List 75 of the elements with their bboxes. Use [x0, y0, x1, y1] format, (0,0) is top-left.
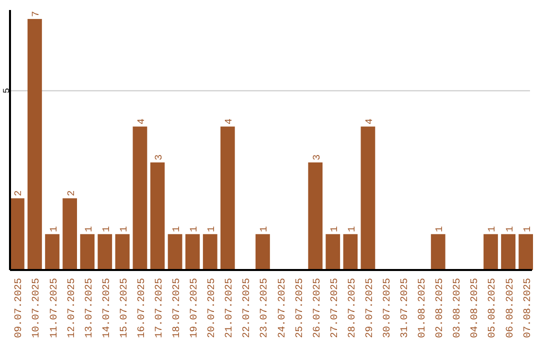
bar	[150, 162, 165, 270]
data-label: 7	[32, 10, 43, 17]
x-tick-label: 19.07.2025	[190, 278, 201, 338]
x-tick-label: 25.07.2025	[294, 278, 306, 338]
x-tick-label: 10.07.2025	[32, 278, 43, 338]
x-tick-label: 26.07.2025	[312, 278, 324, 338]
data-label: 1	[190, 226, 201, 232]
data-label: 1	[505, 226, 516, 232]
data-label: 1	[207, 226, 218, 232]
data-label: 1	[522, 226, 534, 232]
data-label: 1	[102, 226, 113, 232]
x-tick-label: 17.07.2025	[154, 278, 166, 338]
x-tick-label: 13.07.2025	[84, 278, 96, 338]
bar	[132, 126, 148, 270]
data-label: 1	[84, 226, 96, 232]
data-label: 1	[488, 226, 499, 232]
data-label: 4	[224, 118, 236, 125]
data-label: 1	[49, 226, 60, 232]
bar	[168, 234, 182, 270]
bar	[185, 234, 200, 270]
bar	[62, 198, 77, 270]
bar	[326, 234, 340, 270]
bar	[518, 234, 533, 270]
data-label: 1	[172, 226, 184, 232]
data-label: 3	[312, 154, 324, 160]
x-tick-label: 18.07.2025	[172, 278, 184, 338]
bar	[256, 234, 270, 270]
data-label: 2	[14, 190, 26, 196]
bar	[80, 234, 95, 270]
x-tick-label: 21.07.2025	[224, 278, 236, 338]
bar	[484, 234, 498, 270]
bar	[45, 234, 60, 270]
x-tick-label: 12.07.2025	[66, 278, 78, 338]
x-tick-label: 06.08.2025	[505, 278, 516, 338]
x-tick-label: 16.07.2025	[136, 278, 148, 338]
x-tick-label: 05.08.2025	[488, 278, 499, 338]
data-label: 1	[119, 226, 130, 232]
x-tick-label: 03.08.2025	[452, 278, 464, 338]
data-label: 3	[154, 154, 166, 160]
bar	[343, 234, 358, 270]
x-tick-label: 20.07.2025	[207, 278, 218, 338]
x-tick-label: 11.07.2025	[49, 278, 60, 338]
x-tick-label: 04.08.2025	[470, 278, 482, 338]
x-tick-label: 23.07.2025	[260, 278, 271, 338]
bar	[10, 198, 24, 270]
x-tick-label: 27.07.2025	[330, 278, 341, 338]
data-label: 1	[260, 226, 271, 232]
x-tick-label: 07.08.2025	[522, 278, 534, 338]
data-label: 4	[364, 118, 376, 125]
x-tick-label: 29.07.2025	[364, 278, 376, 338]
y-tick-label: 5	[2, 88, 12, 94]
bar	[360, 126, 376, 270]
x-tick-label: 31.07.2025	[400, 278, 412, 338]
bar	[308, 162, 323, 270]
data-label: 2	[66, 190, 78, 196]
bar	[115, 234, 130, 270]
bar	[501, 234, 516, 270]
data-label: 1	[435, 226, 446, 232]
x-tick-label: 14.07.2025	[102, 278, 113, 338]
data-label: 1	[330, 226, 341, 232]
x-tick-label: 09.07.2025	[14, 278, 26, 338]
x-tick-label: 24.07.2025	[277, 278, 288, 338]
data-label: 1	[347, 226, 358, 232]
bar	[28, 18, 42, 270]
x-tick-label: 15.07.2025	[119, 278, 130, 338]
bar	[98, 234, 112, 270]
x-tick-label: 01.08.2025	[418, 278, 429, 338]
x-tick-label: 28.07.2025	[347, 278, 358, 338]
x-tick-label: 30.07.2025	[382, 278, 394, 338]
bar	[202, 234, 218, 270]
x-tick-label: 02.08.2025	[435, 278, 446, 338]
x-tick-label: 22.07.2025	[242, 278, 254, 338]
bar	[430, 234, 446, 270]
bar	[220, 126, 235, 270]
data-label: 4	[136, 118, 148, 125]
